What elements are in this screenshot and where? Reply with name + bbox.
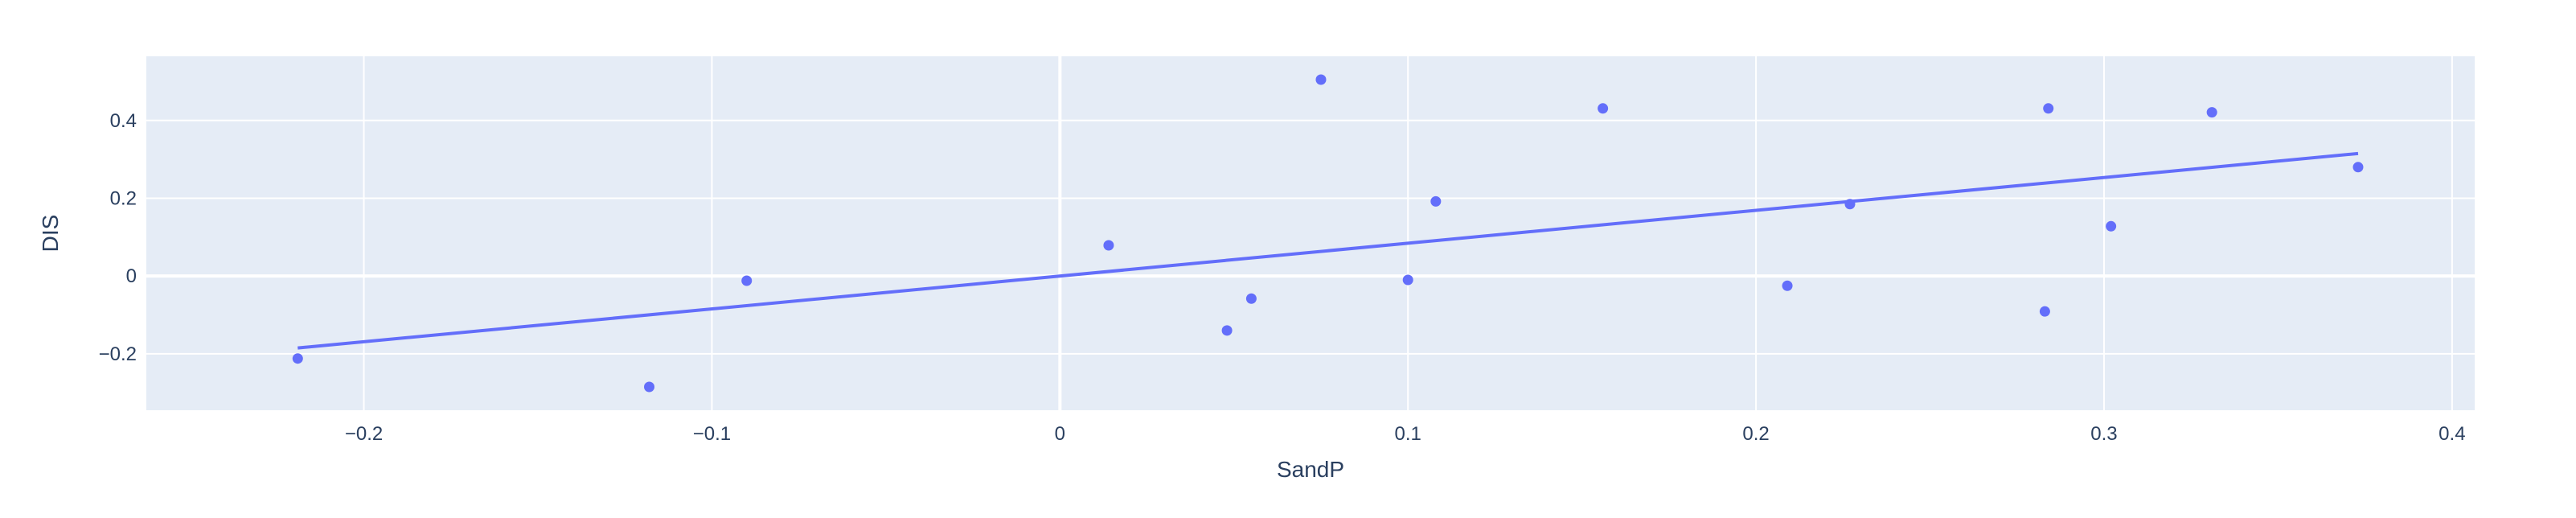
scatter-point bbox=[1402, 274, 1413, 286]
y-tick-label: 0 bbox=[126, 265, 137, 287]
scatter-point bbox=[1844, 199, 1856, 210]
x-tick-label: 0.1 bbox=[1395, 423, 1421, 445]
zero-lines bbox=[146, 56, 2475, 410]
scatter-point bbox=[1598, 103, 1609, 114]
scatter-point bbox=[644, 381, 655, 393]
x-tick-label: −0.1 bbox=[693, 423, 731, 445]
trendline bbox=[297, 151, 2359, 350]
x-tick-labels: −0.2 −0.1 0 0.1 0.2 0.3 0.4 bbox=[345, 423, 2466, 445]
y-tick-label: 0.2 bbox=[110, 187, 137, 209]
scatter-point bbox=[1221, 325, 1233, 336]
scatter-point bbox=[2206, 107, 2217, 118]
grid-lines bbox=[146, 56, 2475, 410]
marker-layer bbox=[292, 74, 2364, 393]
scatter-point bbox=[2043, 103, 2054, 114]
scatter-point bbox=[1782, 280, 1793, 291]
y-axis-title: DIS bbox=[38, 215, 63, 253]
x-axis-title: SandP bbox=[1277, 457, 1344, 482]
scatter-point bbox=[741, 275, 753, 286]
trendline-layer bbox=[297, 151, 2359, 350]
scatter-point bbox=[1315, 74, 1327, 85]
x-tick-label: 0.2 bbox=[1742, 423, 1769, 445]
y-tick-label: 0.4 bbox=[110, 110, 137, 132]
x-tick-label: 0.4 bbox=[2439, 423, 2465, 445]
scatter-point bbox=[1245, 293, 1257, 304]
y-tick-label: −0.2 bbox=[99, 343, 137, 365]
scatter-point bbox=[292, 353, 303, 364]
y-tick-labels: −0.2 0 0.2 0.4 bbox=[99, 110, 137, 365]
x-tick-label: 0 bbox=[1055, 423, 1065, 445]
scatter-point bbox=[2352, 162, 2364, 173]
scatter-point bbox=[1103, 240, 1114, 251]
scatter-point bbox=[1430, 195, 1442, 207]
plot-background bbox=[146, 56, 2475, 410]
scatter-point bbox=[2039, 306, 2050, 317]
x-tick-label: 0.3 bbox=[2090, 423, 2117, 445]
x-tick-label: −0.2 bbox=[345, 423, 383, 445]
scatter-point bbox=[2106, 220, 2117, 232]
